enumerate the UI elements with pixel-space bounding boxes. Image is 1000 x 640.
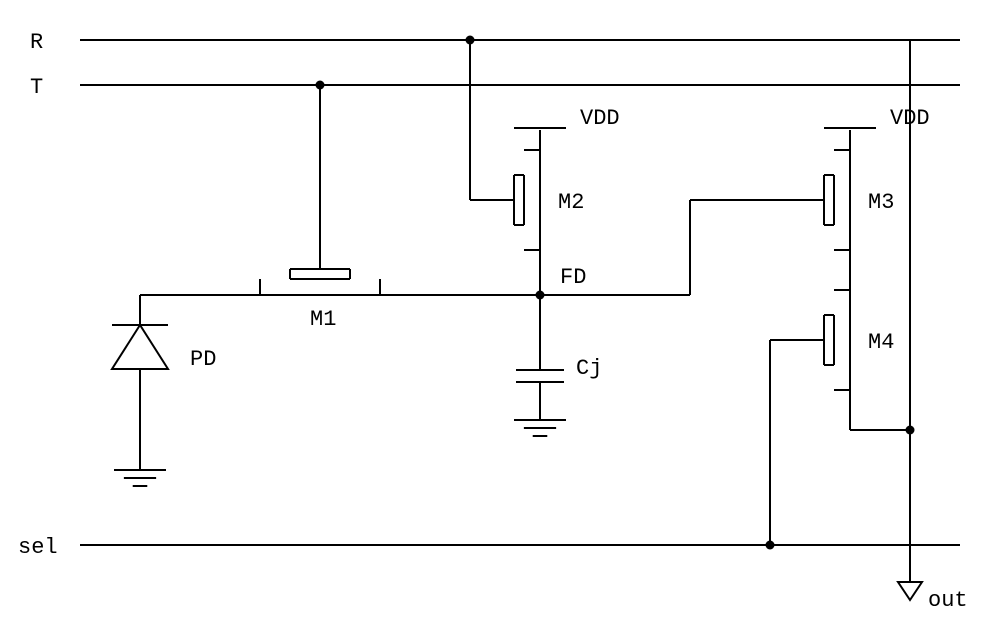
label-m4: M4: [868, 330, 894, 355]
photodiode-pd: [112, 295, 260, 486]
label-out: out: [928, 588, 968, 613]
capacitor-cj: [514, 295, 566, 436]
label-pd: PD: [190, 347, 216, 372]
label-t: T: [30, 75, 43, 100]
transistor-m2: [466, 36, 541, 296]
circuit-schematic: RTselPDM1M2M3M4VDDVDDFDCjout: [0, 0, 1000, 640]
label-fd: FD: [560, 265, 586, 290]
label-m3: M3: [868, 190, 894, 215]
label-vdd-0: VDD: [580, 106, 620, 131]
label-m1: M1: [310, 307, 336, 332]
label-r: R: [30, 30, 43, 55]
label-cj: Cj: [576, 356, 602, 381]
label-m2: M2: [558, 190, 584, 215]
transistor-m4: [766, 290, 915, 550]
transistor-m3: [540, 130, 850, 295]
transistor-m1: [260, 81, 540, 296]
label-sel: sel: [18, 535, 58, 560]
